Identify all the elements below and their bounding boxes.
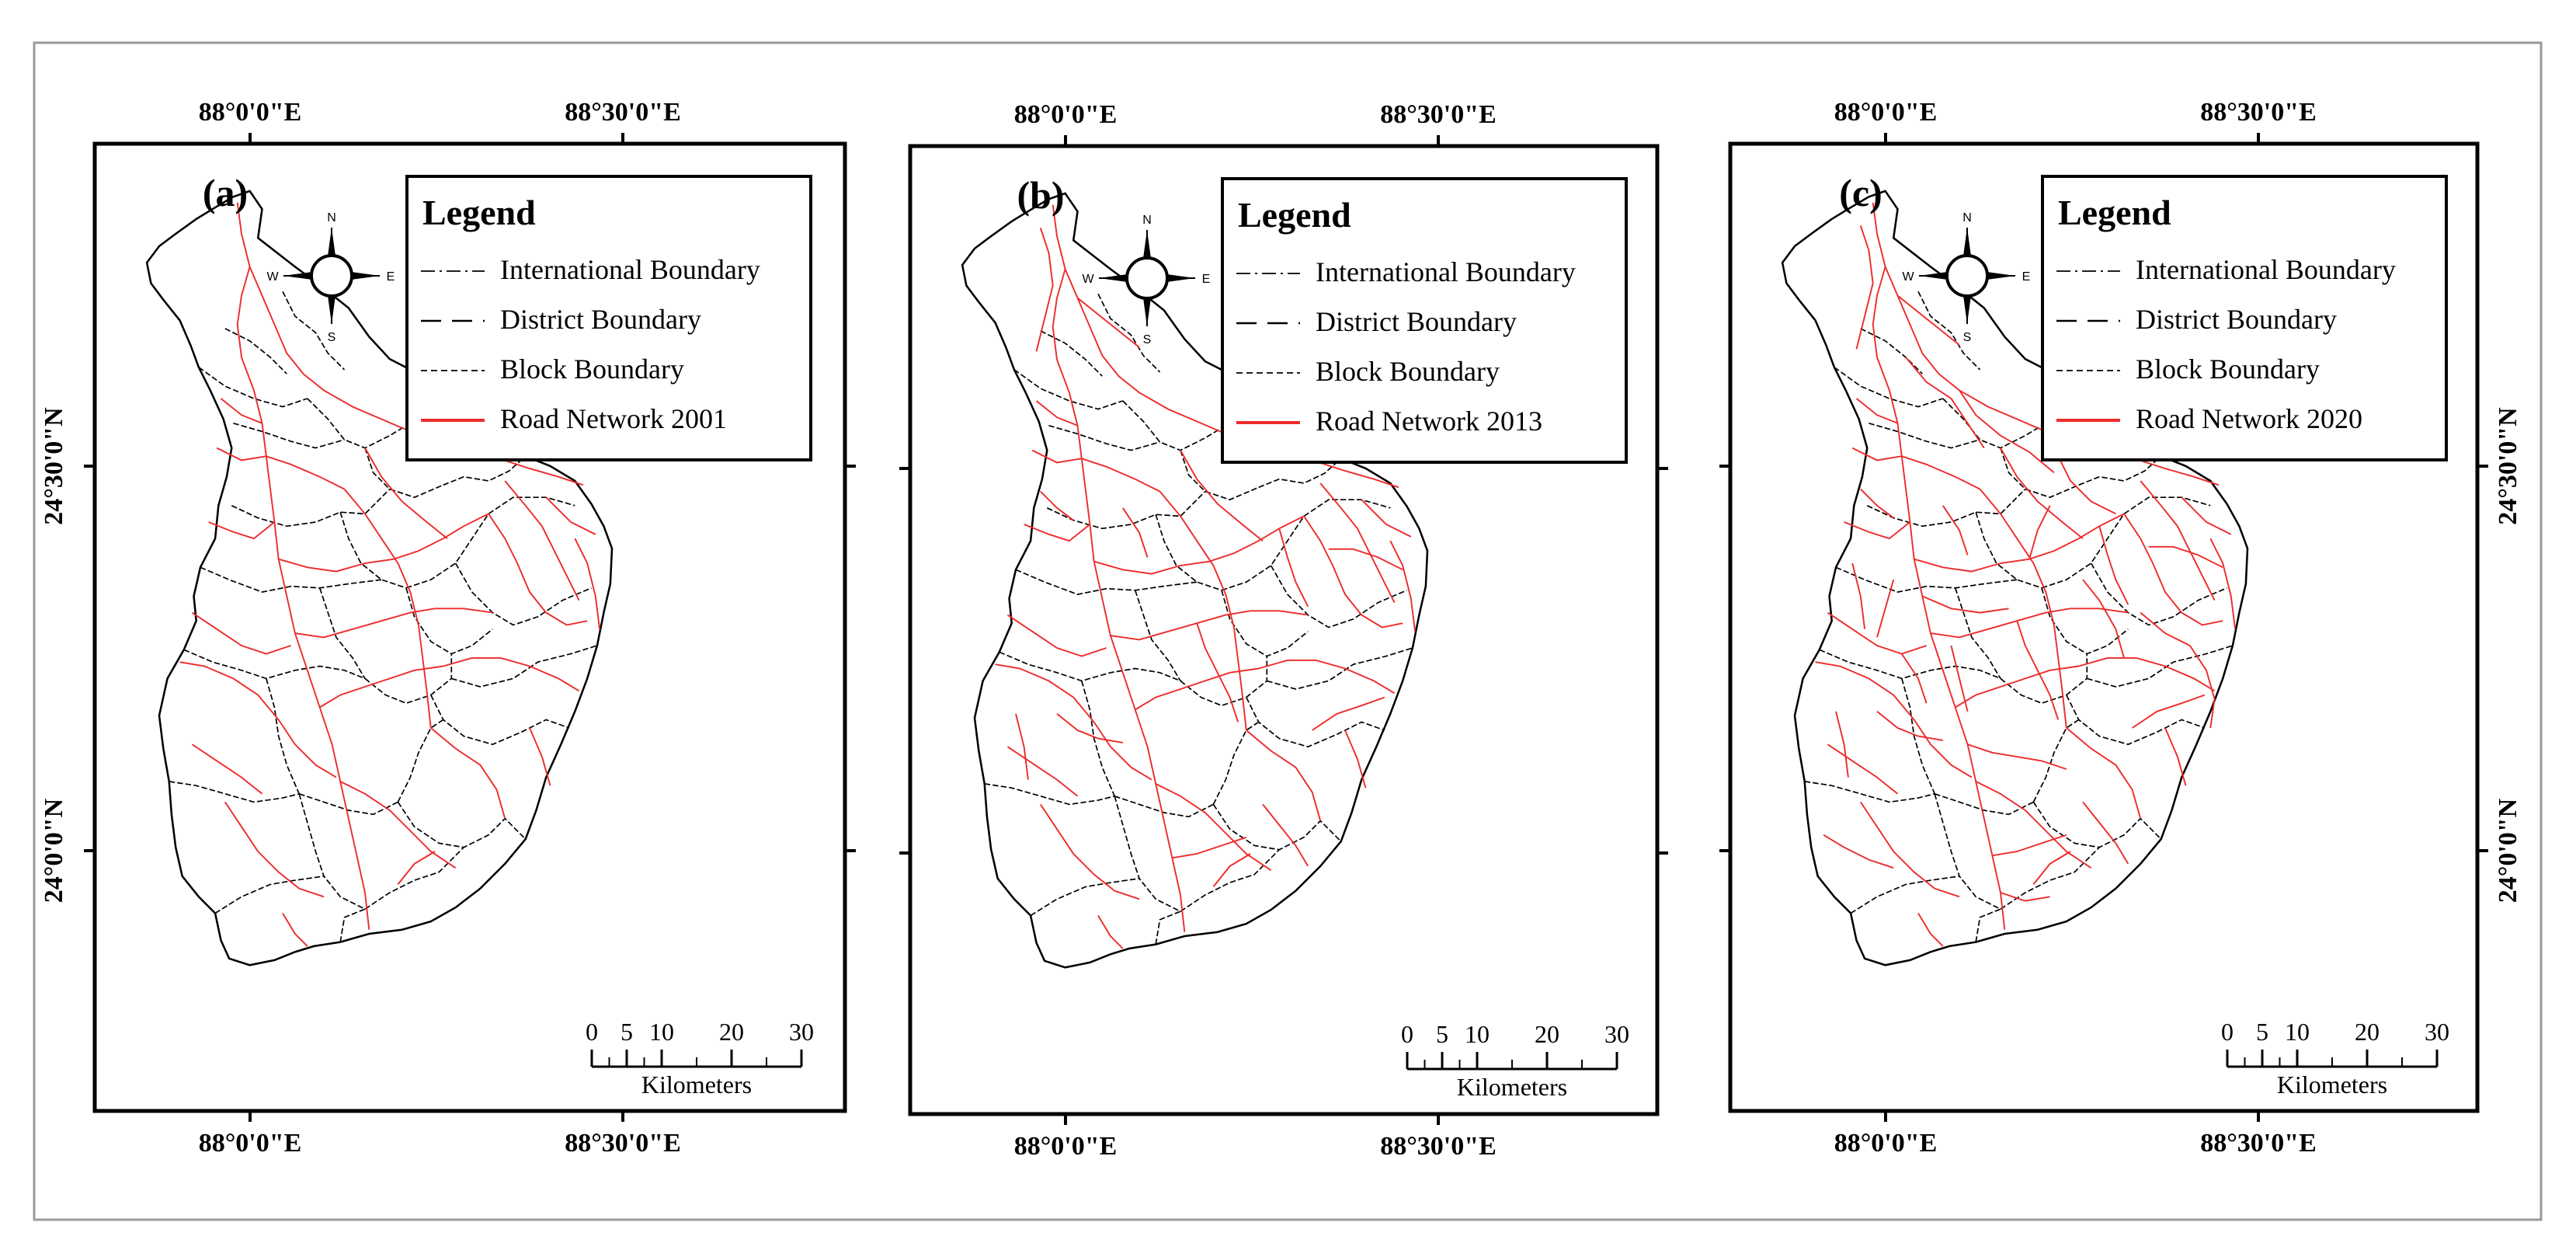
panel-label: (a) xyxy=(203,171,248,214)
legend-item-label: Road Network 2020 xyxy=(2136,403,2362,434)
scale-tick-label: 10 xyxy=(1465,1020,1490,1048)
latitude-label: 24°30'0"N xyxy=(2494,407,2522,525)
legend-item-label: District Boundary xyxy=(500,304,701,335)
scale-tick-label: 0 xyxy=(2221,1018,2234,1046)
scale-tick-label: 5 xyxy=(621,1018,633,1046)
north-arrow-icon: N S E W xyxy=(1902,211,2030,344)
compass-east-label: E xyxy=(1202,273,1211,286)
scale-tick-label: 30 xyxy=(1604,1020,1629,1048)
legend-item-label: International Boundary xyxy=(1316,256,1576,287)
bottom-longitude-label: 88°30'0"E xyxy=(565,1129,681,1158)
bottom-longitude-label: 88°30'0"E xyxy=(1380,1132,1497,1161)
top-longitude-label: 88°30'0"E xyxy=(1380,100,1497,129)
scale-tick-label: 20 xyxy=(2355,1018,2380,1046)
compass-south-label: S xyxy=(1143,333,1152,346)
north-arrow-icon: N S E W xyxy=(1082,214,1210,346)
scale-tick-label: 20 xyxy=(1535,1020,1559,1048)
map-panel-c: 88°0'0"E 88°30'0"E 88°0'0"E 88°30'0"E (c) N S E… xyxy=(1719,98,2488,1158)
map-frame xyxy=(1728,141,2480,1113)
compass-north-label: N xyxy=(327,211,336,225)
bottom-longitude-label: 88°0'0"E xyxy=(199,1129,302,1158)
map-frame xyxy=(92,141,847,1113)
compass-west-label: W xyxy=(1902,270,1914,284)
legend-item-label: Block Boundary xyxy=(2136,353,2320,385)
top-longitude-label: 88°0'0"E xyxy=(199,98,302,127)
scale-unit-label: Kilometers xyxy=(641,1071,752,1099)
panel-label: (c) xyxy=(1839,171,1882,214)
compass-east-label: E xyxy=(387,270,395,284)
map-panel-a: 88°0'0"E 88°30'0"E 88°0'0"E 88°30'0"E (a) N S E… xyxy=(84,98,856,1158)
top-longitude-label: 88°30'0"E xyxy=(2200,98,2317,127)
scale-tick-label: 0 xyxy=(586,1018,598,1046)
latitude-label: 24°0'0"N xyxy=(2494,798,2522,903)
top-longitude-label: 88°0'0"E xyxy=(1834,98,1938,127)
legend-title: Legend xyxy=(2058,193,2171,232)
scale-tick-label: 20 xyxy=(719,1018,744,1046)
scale-tick-label: 10 xyxy=(2285,1018,2310,1046)
scale-tick-label: 10 xyxy=(649,1018,674,1046)
bottom-longitude-label: 88°0'0"E xyxy=(1014,1132,1118,1161)
outer-border xyxy=(33,41,2543,1221)
legend-item-label: Block Boundary xyxy=(500,353,684,385)
compass-west-label: W xyxy=(266,270,279,284)
bottom-longitude-label: 88°0'0"E xyxy=(1834,1129,1938,1158)
latitude-label: 24°0'0"N xyxy=(40,798,68,903)
panel-label: (b) xyxy=(1017,173,1064,217)
legend-item-label: Road Network 2013 xyxy=(1316,406,1542,437)
legend: Legend International Boundary District Bou… xyxy=(405,175,812,461)
compass-east-label: E xyxy=(2022,270,2031,284)
legend-title: Legend xyxy=(422,193,536,232)
legend-item-label: District Boundary xyxy=(2136,304,2337,335)
scale-bar: 0 5 10 20 30 Kilometers xyxy=(2221,1018,2449,1099)
scale-unit-label: Kilometers xyxy=(2277,1071,2387,1099)
map-frame xyxy=(908,144,1660,1116)
legend: Legend International Boundary District Bou… xyxy=(2041,175,2448,461)
legend-item-label: Block Boundary xyxy=(1316,356,1500,387)
scale-tick-label: 0 xyxy=(1401,1020,1413,1048)
legend-box xyxy=(1221,177,1628,464)
scale-tick-label: 30 xyxy=(2425,1018,2449,1046)
legend-title: Legend xyxy=(1238,195,1351,235)
compass-south-label: S xyxy=(1963,331,1972,344)
legend: Legend International Boundary District Bou… xyxy=(1221,177,1628,464)
compass-west-label: W xyxy=(1082,273,1094,286)
legend-item-label: International Boundary xyxy=(2136,254,2396,285)
scale-tick-label: 30 xyxy=(789,1018,814,1046)
legend-item-label: Road Network 2001 xyxy=(500,403,727,434)
legend-box xyxy=(405,175,812,461)
map-panel-b: 88°0'0"E 88°30'0"E 88°0'0"E 88°30'0"E (b) N S E… xyxy=(899,100,1668,1161)
top-longitude-label: 88°0'0"E xyxy=(1014,100,1118,129)
latitude-label: 24°30'0"N xyxy=(40,407,68,525)
scale-tick-label: 5 xyxy=(1436,1020,1448,1048)
scale-bar: 0 5 10 20 30 Kilometers xyxy=(586,1018,814,1099)
legend-item-label: District Boundary xyxy=(1316,306,1517,337)
legend-item-label: International Boundary xyxy=(500,254,760,285)
compass-south-label: S xyxy=(328,331,336,344)
scale-unit-label: Kilometers xyxy=(1457,1073,1567,1101)
scale-bar: 0 5 10 20 30 Kilometers xyxy=(1401,1020,1629,1101)
legend-box xyxy=(2041,175,2448,461)
scale-tick-label: 5 xyxy=(2256,1018,2268,1046)
compass-north-label: N xyxy=(1142,214,1152,227)
bottom-longitude-label: 88°30'0"E xyxy=(2200,1129,2317,1158)
north-arrow-icon: N S E W xyxy=(266,211,395,344)
top-longitude-label: 88°30'0"E xyxy=(565,98,681,127)
compass-north-label: N xyxy=(1962,211,1972,225)
